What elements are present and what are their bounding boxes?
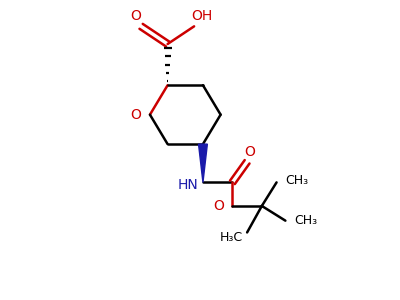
Text: H₃C: H₃C — [220, 231, 243, 244]
Text: CH₃: CH₃ — [294, 214, 317, 227]
Text: CH₃: CH₃ — [285, 174, 308, 188]
Polygon shape — [198, 144, 207, 182]
Text: HN: HN — [178, 178, 198, 192]
Text: O: O — [130, 9, 141, 23]
Text: O: O — [130, 108, 141, 122]
Text: O: O — [213, 199, 224, 213]
Text: OH: OH — [192, 9, 213, 23]
Text: O: O — [245, 145, 256, 159]
